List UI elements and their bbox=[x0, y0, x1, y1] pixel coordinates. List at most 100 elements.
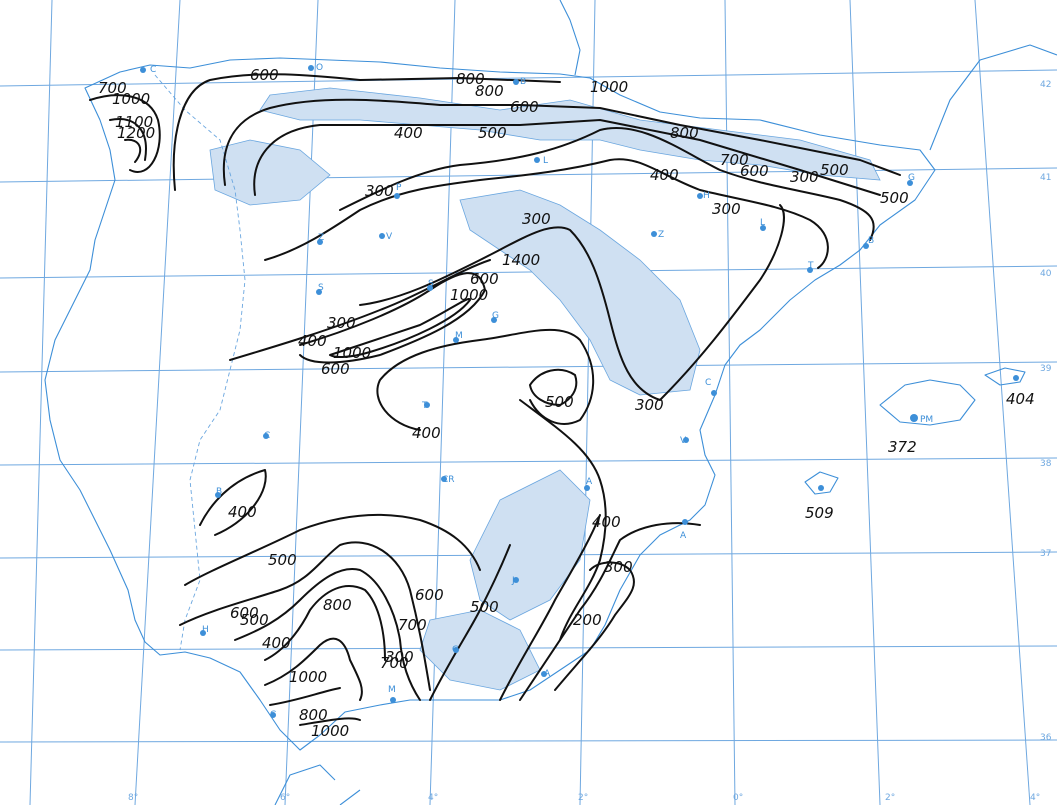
city-label: L bbox=[760, 218, 765, 228]
iso-label: 300 bbox=[635, 396, 664, 414]
iso-label: 400 bbox=[412, 424, 441, 442]
lat-label-37: 37 bbox=[1040, 549, 1051, 559]
iso-label: 300 bbox=[327, 314, 356, 332]
island-values: 372 404 509 bbox=[805, 390, 1035, 522]
iso-label: 500 bbox=[240, 611, 269, 629]
iso-label: 300 bbox=[712, 200, 741, 218]
relief-areas bbox=[209, 87, 881, 691]
iso-label: 400 bbox=[262, 634, 291, 652]
iso-label: 700 bbox=[98, 79, 127, 97]
iso-label: 700 bbox=[380, 654, 409, 672]
ibiza-value: 509 bbox=[805, 504, 834, 522]
iso-label: 300 bbox=[365, 182, 394, 200]
city-label: PM bbox=[920, 415, 933, 425]
city-label: C bbox=[264, 431, 270, 441]
iso-label: 600 bbox=[740, 162, 769, 180]
iso-label: 600 bbox=[470, 270, 499, 288]
city-label: V bbox=[680, 436, 687, 446]
iso-label: 200 bbox=[573, 611, 602, 629]
city-label: A bbox=[586, 477, 593, 487]
city-label: A bbox=[680, 531, 687, 541]
city-label: J bbox=[511, 576, 515, 586]
iso-label: 800 bbox=[323, 596, 352, 614]
lon-label-2: 6° bbox=[280, 793, 290, 803]
iberia-coastline bbox=[44, 57, 936, 751]
city-label: Z bbox=[658, 230, 664, 240]
iso-label: 700 bbox=[398, 616, 427, 634]
iso-label: 500 bbox=[880, 189, 909, 207]
city-label: A bbox=[544, 669, 551, 679]
iso-label: 600 bbox=[250, 66, 279, 84]
iso-label: 500 bbox=[820, 161, 849, 179]
iso-label: 300 bbox=[790, 168, 819, 186]
mallorca-value: 372 bbox=[888, 438, 917, 456]
city-label: H bbox=[202, 625, 209, 635]
iso-label: 300 bbox=[604, 558, 633, 576]
city-label: B bbox=[520, 77, 526, 87]
iso-label: 1000 bbox=[289, 668, 327, 686]
iso-label: 400 bbox=[298, 332, 327, 350]
iso-label: 500 bbox=[268, 551, 297, 569]
iso-label: 1400 bbox=[502, 251, 540, 269]
lon-label-5: 0° bbox=[733, 793, 743, 803]
iso-label: 1000 bbox=[333, 344, 371, 362]
iso-label: 1000 bbox=[311, 722, 349, 740]
africa-coastline bbox=[274, 764, 361, 805]
city-label: S bbox=[318, 283, 324, 293]
city-label: T bbox=[421, 401, 428, 411]
city-label: S bbox=[428, 279, 434, 289]
iso-label: 500 bbox=[470, 598, 499, 616]
isolines bbox=[89, 73, 901, 726]
lat-label-36: 36 bbox=[1040, 733, 1052, 743]
lon-label-7: 4° bbox=[1030, 793, 1040, 803]
iso-label: 500 bbox=[478, 124, 507, 142]
ibiza bbox=[804, 471, 839, 495]
iso-label: 300 bbox=[522, 210, 551, 228]
lon-label-1: 8° bbox=[128, 793, 138, 803]
iso-label: 400 bbox=[394, 124, 423, 142]
portugal-border bbox=[154, 74, 246, 651]
city-label: T bbox=[807, 261, 814, 271]
iso-label: 1200 bbox=[117, 124, 155, 142]
iso-label: 800 bbox=[475, 82, 504, 100]
city-label: M bbox=[388, 685, 396, 695]
iso-label: 800 bbox=[456, 70, 485, 88]
iso-label: 800 bbox=[299, 706, 328, 724]
iso-label: 400 bbox=[592, 513, 621, 531]
lat-label-42: 42 bbox=[1040, 80, 1051, 90]
city-label: C bbox=[270, 710, 276, 720]
city-label: B bbox=[216, 487, 222, 497]
iso-label: 800 bbox=[670, 124, 699, 142]
lat-label-41: 41 bbox=[1040, 173, 1051, 183]
iso-label: 1100 bbox=[115, 113, 153, 131]
iso-label: 500 bbox=[545, 393, 574, 411]
iso-label: 700 bbox=[720, 151, 749, 169]
city-label: C bbox=[150, 65, 156, 75]
mallorca bbox=[879, 379, 976, 426]
menorca bbox=[984, 367, 1026, 386]
city-label: G bbox=[908, 173, 915, 183]
city-label: P bbox=[396, 183, 402, 193]
lon-label-6: 2° bbox=[885, 793, 895, 803]
iso-label: 600 bbox=[321, 360, 350, 378]
iso-label: 600 bbox=[415, 586, 444, 604]
iso-label: 1000 bbox=[112, 90, 150, 108]
iso-label: 600 bbox=[230, 604, 259, 622]
city-label: H bbox=[703, 191, 710, 201]
city-label: CR bbox=[442, 475, 455, 485]
lat-label-38: 38 bbox=[1040, 459, 1052, 469]
iso-label: 400 bbox=[228, 503, 257, 521]
city-label: G bbox=[492, 311, 499, 321]
iso-label: 1000 bbox=[450, 286, 488, 304]
city-label: L bbox=[543, 156, 548, 166]
lat-label-39: 39 bbox=[1040, 364, 1052, 374]
city-labels: C O B L P Z V S Z L H G B S G M T C C V … bbox=[150, 63, 933, 720]
city-markers bbox=[140, 65, 1019, 718]
city-label: Z bbox=[318, 233, 324, 243]
city-label: O bbox=[316, 63, 323, 73]
iso-label: 400 bbox=[650, 166, 679, 184]
city-label: C bbox=[705, 378, 711, 388]
city-label: B bbox=[868, 236, 874, 246]
iso-label: 600 bbox=[510, 98, 539, 116]
